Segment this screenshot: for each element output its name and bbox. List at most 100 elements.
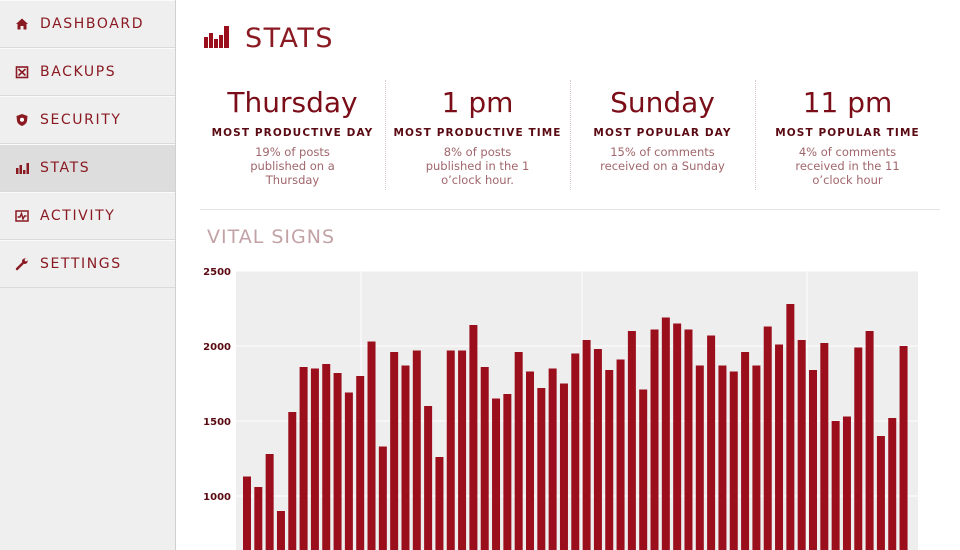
- chart-bar: [276, 511, 285, 550]
- highlight-value: 1 pm: [441, 86, 514, 119]
- divider: [755, 80, 756, 190]
- sidebar-item-dashboard[interactable]: DASHBOARD: [0, 0, 175, 48]
- sidebar-item-label: SETTINGS: [40, 256, 122, 272]
- sidebar-item-settings[interactable]: SETTINGS: [0, 240, 175, 288]
- chart-bar: [684, 329, 693, 550]
- chart-bar: [322, 364, 331, 550]
- chart-bar: [650, 329, 659, 550]
- main-content: STATS Thursday MOST PRODUCTIVE DAY 19% o…: [177, 0, 960, 550]
- chart-bar: [775, 344, 784, 550]
- sidebar-item-label: BACKUPS: [40, 64, 117, 80]
- chart-bar: [831, 421, 840, 550]
- chart-bar: [401, 365, 410, 550]
- sidebar-item-activity[interactable]: ACTIVITY: [0, 192, 175, 240]
- y-tick-label: 1000: [203, 492, 231, 503]
- chart-bar: [763, 326, 772, 550]
- chart-bar: [593, 349, 602, 550]
- chart-bar: [412, 350, 421, 550]
- chart-bar: [265, 454, 274, 550]
- chart-bar: [729, 371, 738, 550]
- chart-bar: [514, 352, 523, 550]
- chart-bar: [548, 368, 557, 550]
- chart-bar: [458, 350, 467, 550]
- chart-bar: [842, 416, 851, 550]
- chart-bar: [820, 343, 829, 550]
- highlight-value: 11 pm: [802, 86, 893, 119]
- vital-signs-chart: 2500 2000 1500 1000: [177, 255, 960, 550]
- activity-icon: [14, 208, 30, 224]
- chart-bar: [356, 376, 365, 550]
- chart-bar: [661, 317, 670, 550]
- bar-chart-icon: [14, 160, 30, 176]
- section-divider: [200, 209, 940, 210]
- chart-bar: [526, 371, 534, 550]
- highlight-caption: MOST POPULAR DAY: [593, 127, 732, 139]
- chart-bar: [243, 476, 251, 550]
- chart-bar: [344, 392, 353, 550]
- chart-bar: [571, 353, 580, 550]
- highlight-caption: MOST PRODUCTIVE DAY: [211, 127, 374, 139]
- chart-bar: [424, 406, 433, 550]
- chart-bar: [639, 389, 648, 550]
- chart-bar: [390, 352, 399, 550]
- chart-bar: [627, 331, 636, 550]
- divider: [570, 80, 571, 190]
- chart-bar: [741, 352, 750, 550]
- highlight-most-popular-time: 11 pm MOST POPULAR TIME 4% of comments r…: [755, 78, 940, 190]
- bar-chart: 2500 2000 1500 1000: [203, 267, 918, 550]
- chart-bar: [435, 457, 444, 550]
- chart-bar: [333, 373, 342, 550]
- chart-bar: [559, 383, 568, 550]
- highlight-description: 8% of posts published in the 1 o’clock h…: [425, 145, 530, 187]
- chart-bar: [288, 412, 297, 550]
- sidebar-item-label: ACTIVITY: [40, 208, 116, 224]
- highlight-most-productive-time: 1 pm MOST PRODUCTIVE TIME 8% of posts pu…: [385, 78, 570, 190]
- chart-bar: [876, 436, 885, 550]
- chart-bar: [446, 350, 455, 550]
- highlight-description: 4% of comments received in the 11 o’cloc…: [795, 145, 900, 187]
- chart-bar: [367, 341, 376, 550]
- highlight-most-productive-day: Thursday MOST PRODUCTIVE DAY 19% of post…: [200, 78, 385, 190]
- highlight-description: 15% of comments received on a Sunday: [600, 145, 725, 173]
- chart-bar: [707, 335, 716, 550]
- backups-icon: [14, 64, 30, 80]
- section-title: VITAL SIGNS: [207, 226, 336, 248]
- page-header: STATS: [203, 20, 334, 56]
- highlight-most-popular-day: Sunday MOST POPULAR DAY 15% of comments …: [570, 78, 755, 190]
- chart-bar: [582, 340, 591, 550]
- bar-chart-icon: [203, 23, 233, 53]
- highlight-caption: MOST POPULAR TIME: [775, 127, 920, 139]
- wrench-icon: [14, 256, 30, 272]
- chart-bar: [480, 367, 489, 550]
- sidebar-item-stats[interactable]: STATS: [0, 144, 175, 192]
- chart-bar: [469, 325, 478, 550]
- chart-bar: [695, 365, 704, 550]
- chart-bar: [537, 388, 546, 550]
- y-tick-label: 2500: [203, 267, 231, 278]
- chart-bar: [605, 370, 614, 550]
- chart-bar: [673, 323, 682, 550]
- shield-icon: [14, 112, 30, 128]
- chart-bar: [718, 365, 727, 550]
- chart-bar: [797, 340, 806, 550]
- sidebar-item-backups[interactable]: BACKUPS: [0, 48, 175, 96]
- chart-bar: [310, 368, 319, 550]
- highlight-caption: MOST PRODUCTIVE TIME: [393, 127, 562, 139]
- highlight-description: 19% of posts published on a Thursday: [250, 145, 335, 187]
- home-icon: [14, 16, 30, 32]
- chart-bar: [616, 359, 625, 550]
- chart-bar: [786, 304, 795, 550]
- chart-bar: [899, 346, 908, 550]
- chart-bar: [503, 394, 512, 550]
- highlight-value: Thursday: [227, 86, 358, 119]
- sidebar-item-label: DASHBOARD: [40, 16, 145, 32]
- chart-bar: [888, 418, 897, 550]
- chart-bar: [854, 347, 863, 550]
- chart-bar: [299, 367, 308, 550]
- y-tick-label: 2000: [203, 342, 231, 353]
- page-title: STATS: [245, 22, 335, 54]
- highlight-value: Sunday: [610, 86, 715, 119]
- chart-bar: [752, 365, 761, 550]
- sidebar-item-label: STATS: [40, 160, 91, 176]
- sidebar-item-security[interactable]: SECURITY: [0, 96, 175, 144]
